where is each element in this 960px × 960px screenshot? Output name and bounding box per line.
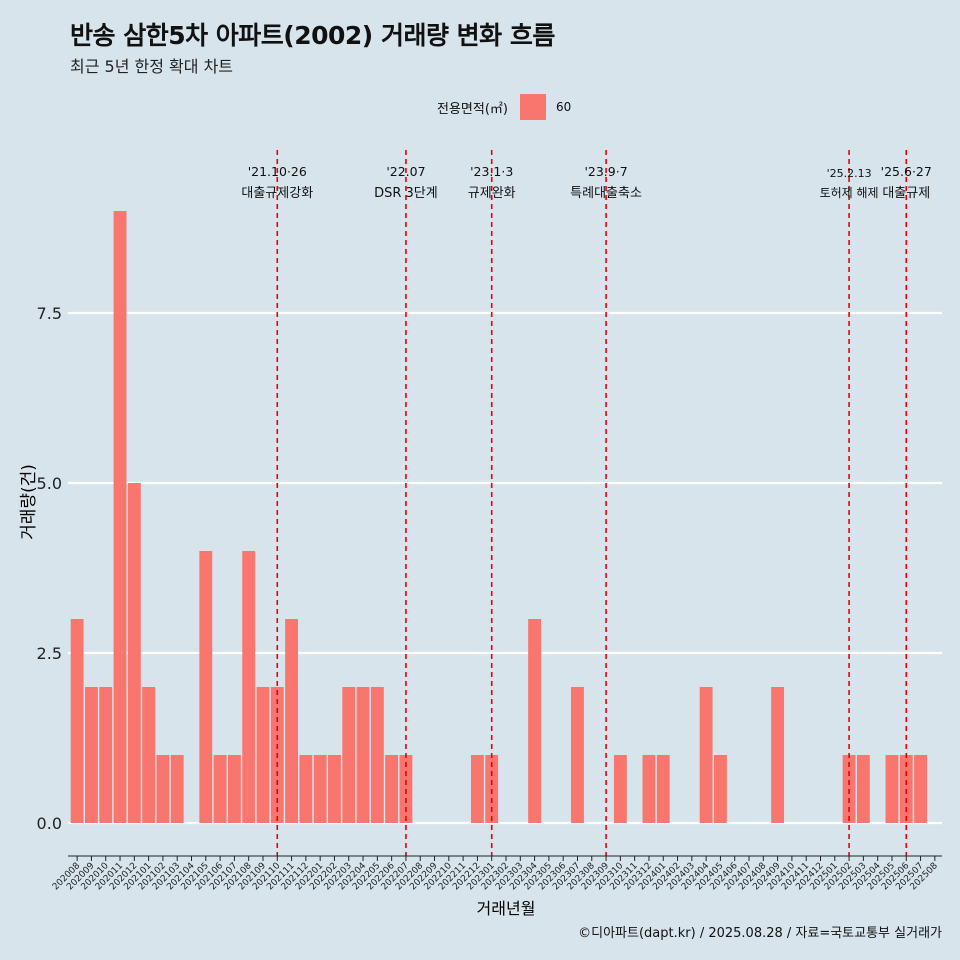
bar (885, 755, 899, 823)
bar (699, 687, 713, 823)
bar (170, 755, 184, 823)
bar (242, 551, 256, 823)
legend-title: 전용면적(㎡) (437, 101, 508, 117)
chart-subtitle: 최근 5년 한정 확대 차트 (70, 57, 234, 76)
event-label: 특례대출축소 (570, 186, 642, 201)
y-axis-title: 거래량(건) (19, 464, 39, 540)
event-date-label: '25.6·27 (881, 164, 932, 179)
bar (914, 755, 927, 823)
bar (213, 755, 227, 823)
bar (342, 687, 356, 823)
bar (370, 687, 384, 823)
bar (285, 619, 299, 823)
bar (85, 687, 98, 823)
event-label: 대출규제 (882, 186, 930, 201)
event-date-label: '25.2.13 (827, 167, 872, 180)
event-label: 규제완화 (468, 186, 516, 201)
x-axis-title: 거래년월 (477, 899, 536, 918)
bar (328, 755, 341, 823)
grid-lines: 0.0 2.5 5.0 7.5 (37, 304, 942, 833)
event-date-label: '22.07 (386, 164, 425, 179)
chart-title: 반송 삼한5차 아파트(2002) 거래량 변화 흐름 (70, 21, 555, 50)
event-markers: '21.10·26 대출규제강화 '22.07 DSR 3단계 '23.1·3 규제완화 '… (241, 150, 932, 856)
bar (199, 551, 213, 823)
bar (656, 755, 670, 823)
bar (142, 687, 156, 823)
bar (127, 483, 141, 823)
bar (713, 755, 727, 823)
event-label: DSR 3단계 (374, 186, 438, 201)
event-date-label: '21.10·26 (248, 164, 307, 179)
bar (227, 755, 241, 823)
bar (771, 687, 785, 823)
event-label: 토허제 해제 (820, 186, 879, 200)
y-tick-label: 2.5 (37, 644, 62, 663)
bar (470, 755, 484, 823)
event-date-label: '23.9·7 (584, 164, 627, 179)
bars (70, 211, 927, 823)
y-tick-label: 7.5 (37, 304, 62, 323)
bar (356, 687, 370, 823)
bar (642, 755, 656, 823)
axes: 2020082020092020102020112020122021012021… (51, 855, 942, 892)
bar (113, 211, 127, 823)
y-tick-label: 0.0 (37, 814, 62, 833)
event-label: 대출규제강화 (241, 186, 313, 201)
chart-caption: ©디아파트(dapt.kr) / 2025.08.28 / 자료=국토교통부 실… (578, 926, 942, 941)
bar (571, 687, 584, 823)
legend: 전용면적(㎡) 60 (437, 94, 571, 120)
legend-swatch (519, 94, 546, 120)
bar (70, 619, 84, 823)
event-date-label: '23.1·3 (470, 164, 513, 179)
y-tick-label: 5.0 (37, 474, 62, 493)
bar (856, 755, 870, 823)
bar (156, 755, 170, 823)
bar (313, 755, 327, 823)
bar (299, 755, 313, 823)
bar (99, 687, 113, 823)
bar (613, 755, 627, 823)
bar (385, 755, 399, 823)
bar (256, 687, 270, 823)
legend-label: 60 (555, 100, 572, 114)
bar (528, 619, 542, 823)
